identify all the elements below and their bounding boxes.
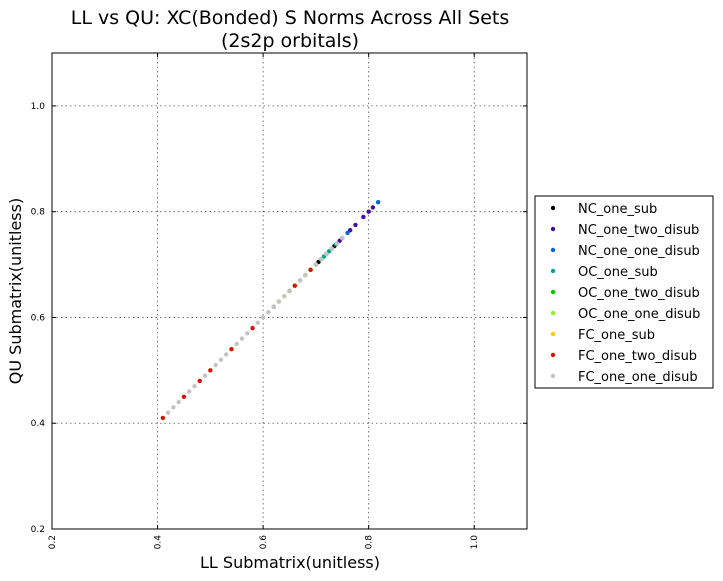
data-point-FC_one_two_disub (250, 325, 255, 331)
data-point-FC_one_two_disub (208, 368, 213, 373)
legend-label: OC_one_sub (578, 265, 658, 280)
y-tick-label: 0.8 (31, 208, 46, 218)
data-point-FC_one_one_disub (313, 262, 319, 267)
x-tick-label: 0.4 (154, 535, 164, 550)
data-point-NC_one_two_disub (361, 214, 366, 220)
y-tick-label: 0.2 (31, 525, 45, 535)
x-tick-label: 1.0 (470, 535, 480, 550)
data-point-FC_one_one_disub (202, 373, 208, 378)
data-point-NC_one_one_disub (345, 230, 350, 236)
legend-marker (550, 226, 556, 232)
data-point-NC_one_one_disub (375, 199, 381, 205)
legend-label: OC_one_two_disub (578, 286, 700, 301)
data-point-NC_one_two_disub (353, 222, 358, 228)
legend-marker (550, 352, 556, 358)
data-point-FC_one_one_disub (239, 336, 245, 341)
data-point-FC_one_one_disub (255, 320, 261, 325)
legend-marker (550, 205, 556, 211)
y-axis-label: QU Submatrix(unitless) (6, 198, 25, 384)
y-tick-label: 0.6 (31, 313, 46, 323)
data-point-FC_one_one_disub (318, 257, 324, 262)
data-point-FC_one_one_disub (218, 357, 224, 362)
legend-label: NC_one_one_disub (578, 244, 700, 259)
data-point-FC_one_one_disub (260, 315, 266, 320)
data-point-FC_one_one_disub (334, 241, 340, 246)
legend-marker (550, 268, 556, 274)
data-points (160, 199, 381, 421)
data-point-FC_one_one_disub (171, 405, 176, 410)
data-point-FC_one_two_disub (229, 346, 234, 352)
data-point-FC_one_one_disub (303, 272, 308, 278)
y-tick-label: 1.0 (31, 102, 46, 112)
data-point-FC_one_one_disub (223, 352, 229, 357)
data-point-FC_one_one_disub (192, 384, 197, 389)
legend-marker (550, 289, 556, 295)
data-point-FC_one_one_disub (287, 288, 292, 294)
data-point-NC_one_two_disub (370, 205, 376, 210)
data-point-FC_one_one_disub (340, 235, 345, 241)
legend-box (534, 195, 714, 389)
data-point-FC_one_one_disub (276, 299, 282, 304)
grid-lines (52, 53, 527, 529)
y-tick-label: 0.4 (31, 419, 46, 429)
legend-label: FC_one_two_disub (578, 349, 697, 364)
x-tick-label: 0.6 (259, 535, 269, 550)
chart-title-line2: (2s2p orbitals) (221, 30, 359, 52)
legend-label: FC_one_one_disub (578, 370, 698, 385)
data-point-FC_one_one_disub (329, 246, 334, 251)
legend-label: NC_one_sub (578, 202, 657, 217)
legend-marker (550, 373, 556, 379)
legend-marker (550, 310, 556, 316)
data-point-FC_one_two_disub (160, 415, 166, 421)
data-point-FC_one_two_disub (181, 394, 187, 399)
data-point-FC_one_one_disub (187, 389, 192, 394)
x-axis-label: LL Submatrix(unitless) (200, 553, 380, 572)
chart-title-line1: LL vs QU: XC(Bonded) S Norms Across All … (71, 7, 510, 29)
data-point-FC_one_two_disub (292, 283, 297, 288)
data-point-FC_one_one_disub (165, 410, 171, 415)
data-point-FC_one_one_disub (324, 251, 329, 257)
legend-marker (550, 247, 556, 253)
data-point-FC_one_one_disub (213, 362, 218, 368)
legend-label: FC_one_sub (578, 328, 655, 343)
data-point-FC_one_one_disub (271, 304, 276, 310)
axis-ticks: 0.2 0.4 0.6 0.8 1.0 0.2 0.4 0.6 0.8 1.0 (31, 53, 527, 549)
legend-label: NC_one_two_disub (578, 223, 699, 238)
legend: NC_one_sub NC_one_two_disub NC_one_one_dis… (534, 195, 714, 389)
data-point-FC_one_one_disub (266, 309, 271, 315)
data-point-FC_one_one_disub (234, 341, 239, 347)
data-point-FC_one_one_disub (176, 399, 181, 405)
data-point-FC_one_one_disub (297, 278, 303, 283)
data-point-NC_one_two_disub (366, 209, 371, 214)
x-tick-label: 0.2 (48, 535, 58, 549)
data-point-FC_one_two_disub (197, 378, 202, 384)
data-point-FC_one_two_disub (308, 267, 313, 273)
x-tick-label: 0.8 (365, 535, 375, 550)
data-point-FC_one_one_disub (282, 294, 287, 299)
legend-marker (550, 331, 556, 337)
legend-label: OC_one_one_disub (578, 307, 700, 322)
data-point-FC_one_one_disub (245, 331, 250, 336)
plot-frame (51, 52, 528, 530)
